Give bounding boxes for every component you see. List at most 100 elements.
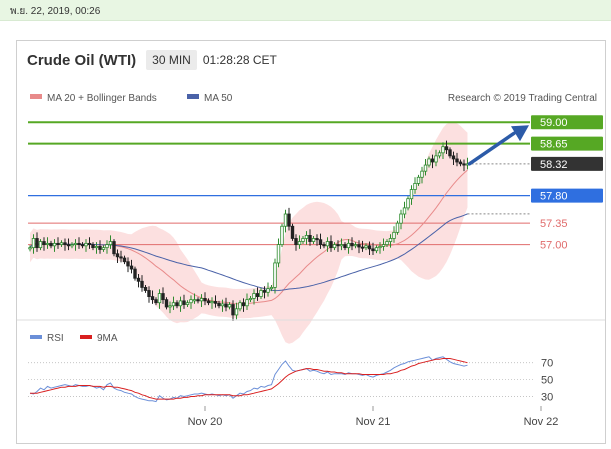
candle-body-29 xyxy=(129,265,134,270)
level-tag-4: 57.35 xyxy=(540,218,568,230)
candle-body-114 xyxy=(427,158,431,166)
candle-body-123 xyxy=(458,161,463,165)
bollinger-band-area xyxy=(30,122,468,344)
candle-body-92 xyxy=(350,242,354,247)
candle-body-88 xyxy=(336,244,340,247)
rsi-ma-legend-swatch xyxy=(80,335,92,339)
x-axis: Nov 20 Nov 21 Nov 22 xyxy=(188,406,558,428)
main-legend: MA 20 + Bollinger Bands MA 50 xyxy=(30,93,233,104)
candle-body-120 xyxy=(448,149,452,157)
candle-body-44 xyxy=(182,300,186,305)
candle-body-101 xyxy=(381,244,386,247)
rsi-ma-line xyxy=(30,358,468,400)
rsi-ma-legend-label: 9MA xyxy=(97,333,118,344)
candle-body-94 xyxy=(357,244,361,248)
candle-body-89 xyxy=(339,244,344,247)
candle-body-85 xyxy=(325,241,330,247)
candle-body-1 xyxy=(31,238,36,249)
candle-body-115 xyxy=(430,158,435,163)
candle-body-39 xyxy=(164,299,169,308)
candle-body-13 xyxy=(73,242,78,245)
candle-body-61 xyxy=(241,302,246,307)
level-tag-3: 57.80 xyxy=(540,191,568,203)
candle-body-82 xyxy=(315,238,319,241)
top-bar: พ.ย. 22, 2019, 00:26 xyxy=(0,0,611,21)
candle-body-57 xyxy=(227,304,232,308)
moving-averages xyxy=(29,169,468,305)
candle-body-49 xyxy=(199,298,204,302)
candle-body-119 xyxy=(444,146,449,151)
target-arrow xyxy=(467,125,529,166)
candle-body-65 xyxy=(255,293,260,297)
candle-body-38 xyxy=(161,293,165,301)
candle-body-112 xyxy=(420,170,424,178)
candle-body-70 xyxy=(273,262,277,288)
candle-body-98 xyxy=(371,248,375,252)
rsi-tick-0: 70 xyxy=(541,358,553,370)
candle-body-58 xyxy=(231,304,235,316)
candle-body-43 xyxy=(178,300,183,307)
candle-body-108 xyxy=(406,198,410,209)
candle-body-107 xyxy=(402,207,407,215)
candle-body-93 xyxy=(353,244,358,247)
level-tag-bg-1 xyxy=(531,136,603,151)
rsi-legend-label: RSI xyxy=(47,333,64,344)
candle-body-118 xyxy=(441,146,445,154)
ma20-legend-swatch xyxy=(30,94,42,99)
candle-body-110 xyxy=(413,183,417,190)
candle-body-53 xyxy=(213,301,218,304)
candle-body-11 xyxy=(66,244,71,247)
candle-body-51 xyxy=(206,300,211,304)
candle-body-79 xyxy=(304,235,309,239)
candle-body-72 xyxy=(280,225,284,245)
candle-body-55 xyxy=(220,303,225,307)
candle-body-42 xyxy=(175,302,179,307)
ma50-legend-swatch xyxy=(187,94,199,99)
candle-body-67 xyxy=(262,290,267,293)
candle-body-20 xyxy=(98,246,102,250)
candle-body-95 xyxy=(360,246,365,249)
candle-body-90 xyxy=(343,244,347,249)
candle-body-62 xyxy=(245,299,249,307)
candle-body-5 xyxy=(45,242,50,245)
level-tag-5: 57.00 xyxy=(540,240,568,252)
candle-body-56 xyxy=(224,303,228,308)
candle-body-9 xyxy=(59,242,64,245)
candle-body-45 xyxy=(185,302,190,305)
candle-body-68 xyxy=(266,288,270,293)
rsi-line xyxy=(29,356,468,403)
candle-body-105 xyxy=(395,222,400,233)
target-arrow-head xyxy=(511,125,529,142)
level-tag-bg-3 xyxy=(531,188,603,203)
ma50-legend-label: MA 50 xyxy=(204,93,233,104)
chart-header: Crude Oil (WTI) 30 MIN 01:28:28 CET xyxy=(27,47,277,73)
level-tag-bg-2 xyxy=(531,156,603,171)
candle-body-84 xyxy=(322,244,326,247)
candle-body-8 xyxy=(56,242,60,245)
candle-body-31 xyxy=(136,277,141,282)
chart-clock: 01:28:28 CET xyxy=(202,53,277,67)
candle-body-30 xyxy=(133,268,137,279)
candle-body-76 xyxy=(294,238,298,245)
ma50-line xyxy=(29,213,468,292)
x-tick-label-1: Nov 21 xyxy=(356,416,391,428)
candle-body-32 xyxy=(140,280,144,288)
candle-body-10 xyxy=(63,242,67,245)
candle-body-4 xyxy=(42,241,46,245)
candle-body-7 xyxy=(52,242,57,247)
candle-body-16 xyxy=(84,242,88,247)
ma20-legend-label: MA 20 + Bollinger Bands xyxy=(47,93,157,104)
candle-body-23 xyxy=(108,241,113,245)
candle-body-27 xyxy=(122,257,127,263)
candle-body-69 xyxy=(269,287,274,290)
timeframe-badge[interactable]: 30 MIN xyxy=(146,50,197,70)
candle-body-71 xyxy=(276,244,281,264)
level-tag-0: 59.00 xyxy=(540,117,568,129)
candle-body-111 xyxy=(416,176,421,184)
research-credit: Research © 2019 Trading Central xyxy=(448,93,597,104)
candle-body-18 xyxy=(91,244,95,249)
candle-body-50 xyxy=(203,298,207,302)
candle-body-113 xyxy=(423,164,428,172)
candle-body-73 xyxy=(283,213,288,227)
candle-body-52 xyxy=(210,301,214,304)
